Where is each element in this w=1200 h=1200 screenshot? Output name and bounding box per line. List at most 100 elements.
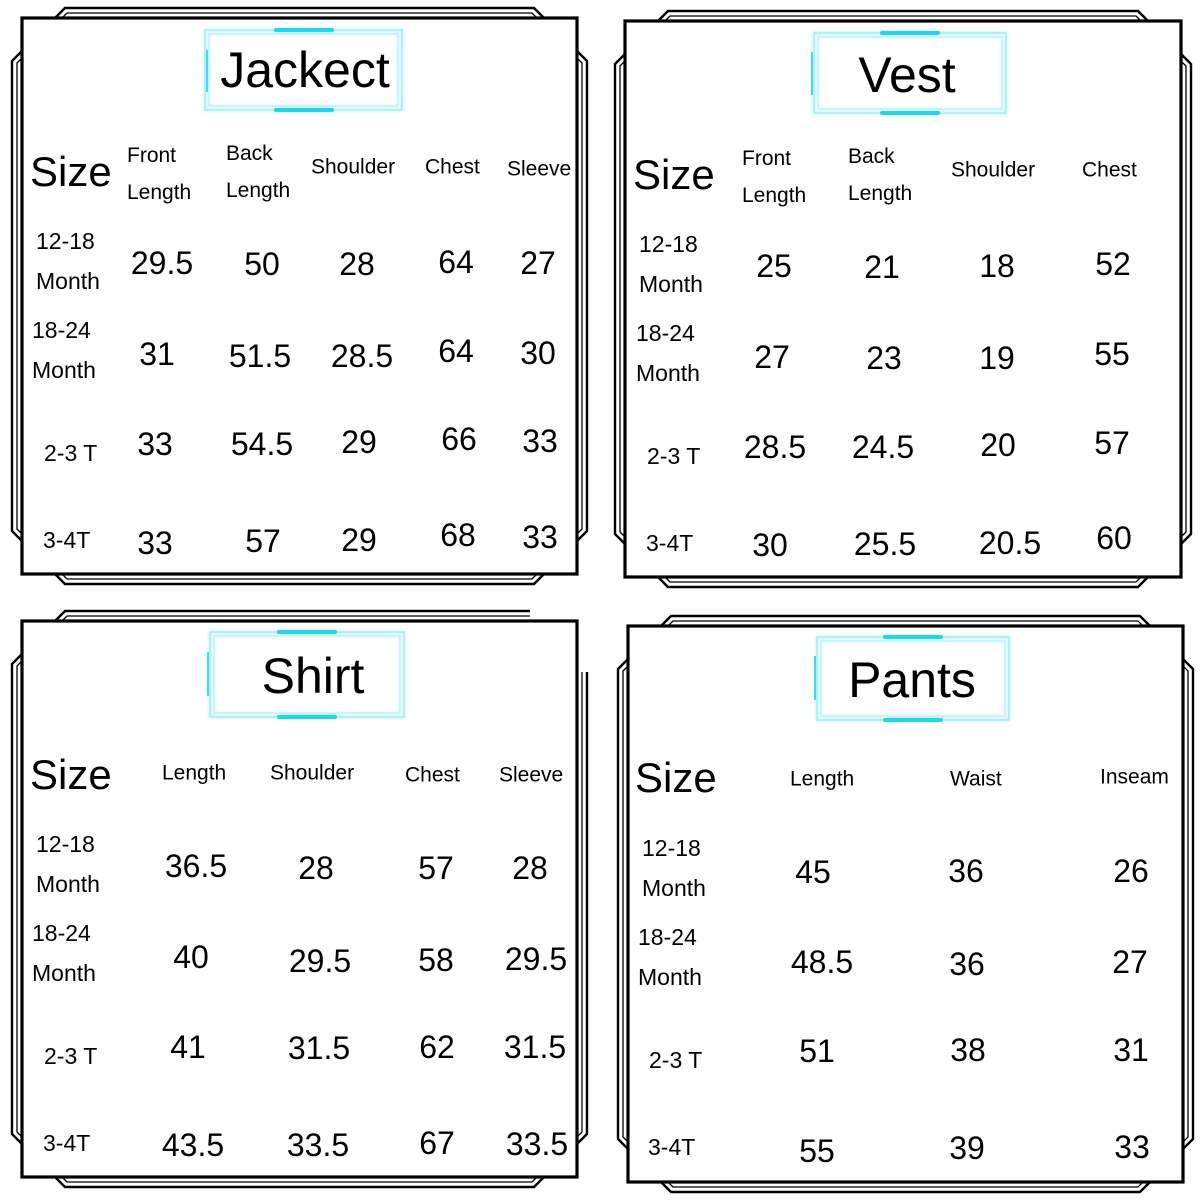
measurement-value: 28 bbox=[298, 849, 334, 886]
panel-border bbox=[20, 16, 579, 576]
panel-border bbox=[20, 619, 579, 1179]
measurement-value: 57 bbox=[1094, 424, 1130, 461]
size-label-12-18-month: 12-18 Month bbox=[642, 835, 706, 901]
measurement-value: 29 bbox=[341, 521, 377, 558]
measurement-value: 50 bbox=[244, 245, 280, 282]
measurement-value: 29.5 bbox=[130, 244, 194, 281]
measurement-value: 33 bbox=[137, 425, 173, 462]
column-header-sleeve: Sleeve bbox=[499, 763, 564, 787]
column-header-front-length: Front Length bbox=[127, 144, 192, 204]
measurement-value: 51.5 bbox=[228, 337, 292, 374]
measurement-value: 20 bbox=[980, 426, 1016, 463]
measurement-value: 25.5 bbox=[853, 525, 917, 562]
size-label-12-18-month: 12-18 Month bbox=[639, 231, 703, 297]
panel-border bbox=[623, 19, 1183, 579]
measurement-value: 64 bbox=[438, 332, 474, 369]
column-header-shoulder: Shoulder bbox=[270, 761, 355, 785]
title-box-inner-outline bbox=[213, 635, 401, 714]
measurement-value: 27 bbox=[520, 244, 556, 281]
title-box-inner-outline bbox=[820, 640, 1006, 717]
title-box bbox=[207, 630, 405, 719]
size-label-12-18-month: 12-18 Month bbox=[36, 228, 100, 294]
decorative-frame-outer bbox=[10, 6, 589, 586]
measurement-value: 57 bbox=[245, 522, 281, 559]
size-column-header: Size bbox=[633, 150, 715, 198]
column-header-front-length: Front Length bbox=[742, 147, 807, 207]
column-header-sleeve: Sleeve bbox=[507, 157, 572, 181]
measurement-value: 62 bbox=[419, 1028, 455, 1065]
title-box bbox=[811, 31, 1007, 115]
measurement-value: 41 bbox=[170, 1028, 206, 1065]
measurement-value: 19 bbox=[979, 339, 1015, 376]
measurement-value: 29.5 bbox=[288, 942, 352, 979]
size-label-3-4t: 3-4T bbox=[43, 1130, 91, 1156]
size-label-18-24-month: 18-24 Month bbox=[32, 317, 96, 383]
size-label-12-18-month: 12-18 Month bbox=[36, 831, 100, 897]
panel-title: Shirt bbox=[261, 648, 365, 704]
measurement-value: 24.5 bbox=[851, 428, 915, 465]
title-box bbox=[204, 28, 403, 112]
pants-size-panel: Pants Size Length Waist Inseam 12-18 Mon… bbox=[600, 600, 1200, 1200]
measurement-value: 57 bbox=[418, 849, 454, 886]
column-header-waist: Waist bbox=[950, 767, 1002, 791]
size-label-2-3t: 2-3 T bbox=[44, 1043, 98, 1069]
column-header-chest: Chest bbox=[405, 763, 460, 787]
measurement-value: 28.5 bbox=[330, 337, 394, 374]
measurement-value: 29 bbox=[341, 423, 377, 460]
measurement-value: 58 bbox=[418, 941, 454, 978]
measurement-value: 52 bbox=[1095, 245, 1131, 282]
size-column-header: Size bbox=[635, 753, 717, 801]
measurement-value: 21 bbox=[864, 248, 900, 285]
title-box-inner-outline bbox=[208, 33, 399, 107]
decorative-frame-inner bbox=[619, 15, 1187, 583]
measurement-value: 27 bbox=[754, 338, 790, 375]
measurement-value: 29.5 bbox=[504, 940, 568, 977]
measurement-value: 54.5 bbox=[230, 425, 294, 462]
measurement-value: 36 bbox=[949, 945, 985, 982]
size-column-header: Size bbox=[30, 750, 112, 798]
panel-title: Vest bbox=[858, 47, 956, 103]
measurement-value: 18 bbox=[979, 247, 1015, 284]
size-label-3-4t: 3-4T bbox=[646, 530, 694, 556]
panel-graphics bbox=[613, 9, 1193, 589]
title-box-inner-outline bbox=[817, 36, 1003, 110]
measurement-value: 55 bbox=[1094, 335, 1130, 372]
measurement-value: 26 bbox=[1113, 852, 1149, 889]
measurement-value: 33.5 bbox=[286, 1126, 350, 1163]
measurement-value: 39 bbox=[949, 1129, 985, 1166]
measurement-value: 64 bbox=[438, 243, 474, 280]
measurement-value: 20.5 bbox=[978, 524, 1042, 561]
size-label-2-3t: 2-3 T bbox=[647, 443, 701, 469]
decorative-frame-outer bbox=[616, 614, 1195, 1194]
measurement-value: 38 bbox=[950, 1031, 986, 1068]
column-header-length: Length bbox=[790, 767, 855, 791]
column-header-back-length: Back Length bbox=[848, 145, 913, 205]
size-label-2-3t: 2-3 T bbox=[649, 1047, 703, 1073]
measurement-value: 67 bbox=[419, 1124, 455, 1161]
jacket-size-panel: Jackect Size Front Length Back Length Sh… bbox=[0, 0, 600, 600]
panel-graphics bbox=[616, 614, 1195, 1194]
measurement-value: 43.5 bbox=[161, 1126, 225, 1163]
measurement-value: 31 bbox=[1113, 1031, 1149, 1068]
decorative-frame-outer bbox=[613, 9, 1193, 589]
measurement-value: 23 bbox=[866, 339, 902, 376]
measurement-value: 33 bbox=[522, 518, 558, 555]
measurement-value: 51 bbox=[799, 1032, 835, 1069]
size-label-3-4t: 3-4T bbox=[648, 1134, 696, 1160]
measurement-value: 36.5 bbox=[164, 847, 228, 884]
measurement-value: 28.5 bbox=[743, 428, 807, 465]
decorative-frame-inner bbox=[16, 12, 583, 580]
measurement-value: 33 bbox=[522, 422, 558, 459]
column-header-shoulder: Shoulder bbox=[311, 155, 396, 179]
measurement-value: 55 bbox=[799, 1132, 835, 1169]
title-box bbox=[814, 635, 1010, 722]
measurement-value: 27 bbox=[1112, 943, 1148, 980]
shirt-size-panel: Shirt Size Length Shoulder Chest Sleeve … bbox=[0, 600, 600, 1200]
decorative-frame-inner bbox=[622, 620, 1189, 1188]
measurement-value: 36 bbox=[948, 852, 984, 889]
decorative-frame-inner bbox=[16, 615, 583, 1183]
column-header-length: Length bbox=[162, 761, 227, 785]
panel-title: Pants bbox=[848, 652, 976, 708]
measurement-value: 31.5 bbox=[503, 1028, 567, 1065]
size-label-2-3t: 2-3 T bbox=[44, 440, 98, 466]
